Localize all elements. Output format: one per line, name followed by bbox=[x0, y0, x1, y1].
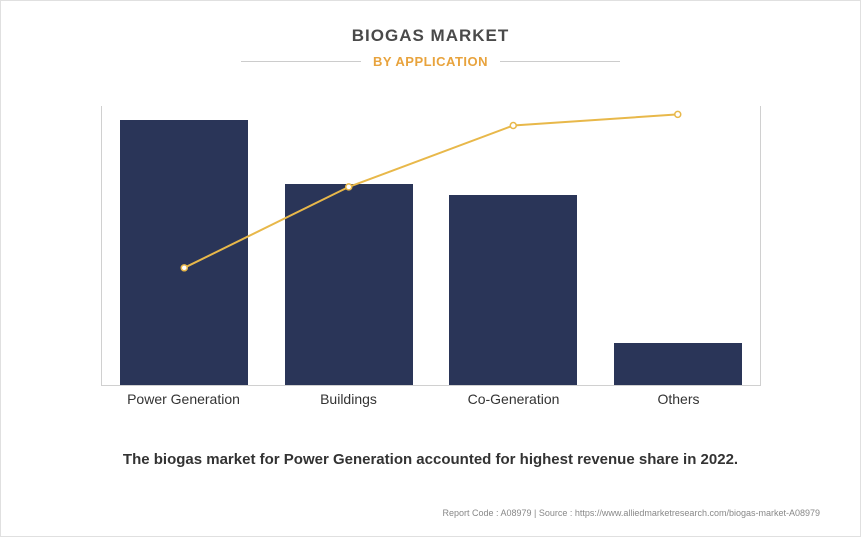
x-label: Co-Generation bbox=[431, 391, 596, 407]
bar-slot bbox=[102, 106, 267, 385]
footer-separator: | bbox=[532, 508, 539, 518]
divider-left bbox=[241, 61, 361, 62]
chart-caption: The biogas market for Power Generation a… bbox=[1, 451, 860, 468]
x-label: Power Generation bbox=[101, 391, 266, 407]
x-axis-labels: Power GenerationBuildingsCo-GenerationOt… bbox=[101, 391, 761, 407]
bar bbox=[614, 343, 742, 385]
bar bbox=[120, 120, 248, 385]
chart-title: BIOGAS MARKET bbox=[1, 26, 860, 46]
chart-header: BIOGAS MARKET BY APPLICATION bbox=[1, 1, 860, 69]
chart-footer: Report Code : A08979 | Source : https://… bbox=[442, 508, 820, 518]
source-text: Source : https://www.alliedmarketresearc… bbox=[539, 508, 820, 518]
bar-slot bbox=[267, 106, 432, 385]
chart-subtitle: BY APPLICATION bbox=[373, 54, 488, 69]
divider-right bbox=[500, 61, 620, 62]
bar-container bbox=[102, 106, 760, 385]
subtitle-wrap: BY APPLICATION bbox=[1, 54, 860, 69]
x-label: Buildings bbox=[266, 391, 431, 407]
bar-slot bbox=[596, 106, 761, 385]
bar bbox=[449, 195, 577, 385]
report-code: Report Code : A08979 bbox=[442, 508, 531, 518]
x-label: Others bbox=[596, 391, 761, 407]
bar bbox=[285, 184, 413, 385]
chart-plot-area bbox=[101, 106, 761, 386]
bar-slot bbox=[431, 106, 596, 385]
